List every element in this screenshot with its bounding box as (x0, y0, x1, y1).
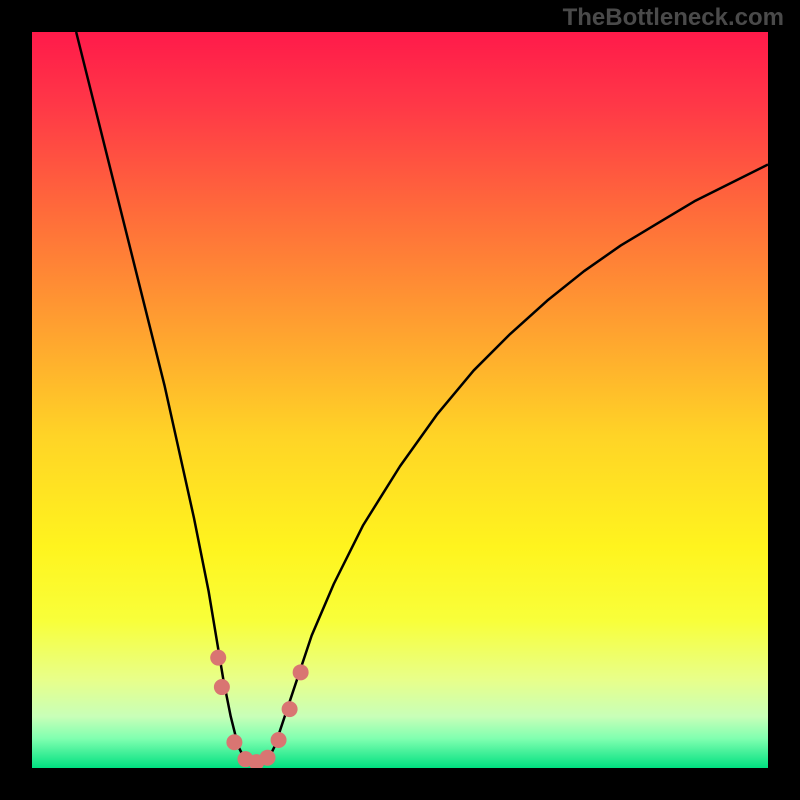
watermark-text: TheBottleneck.com (563, 4, 784, 32)
marker-point (271, 732, 287, 748)
marker-point (260, 750, 276, 766)
marker-point (210, 650, 226, 666)
marker-point (214, 679, 230, 695)
gradient-background (32, 32, 768, 768)
marker-point (226, 734, 242, 750)
marker-point (293, 664, 309, 680)
marker-point (282, 701, 298, 717)
chart-container: TheBottleneck.com (0, 0, 800, 800)
plot-svg (32, 32, 768, 768)
